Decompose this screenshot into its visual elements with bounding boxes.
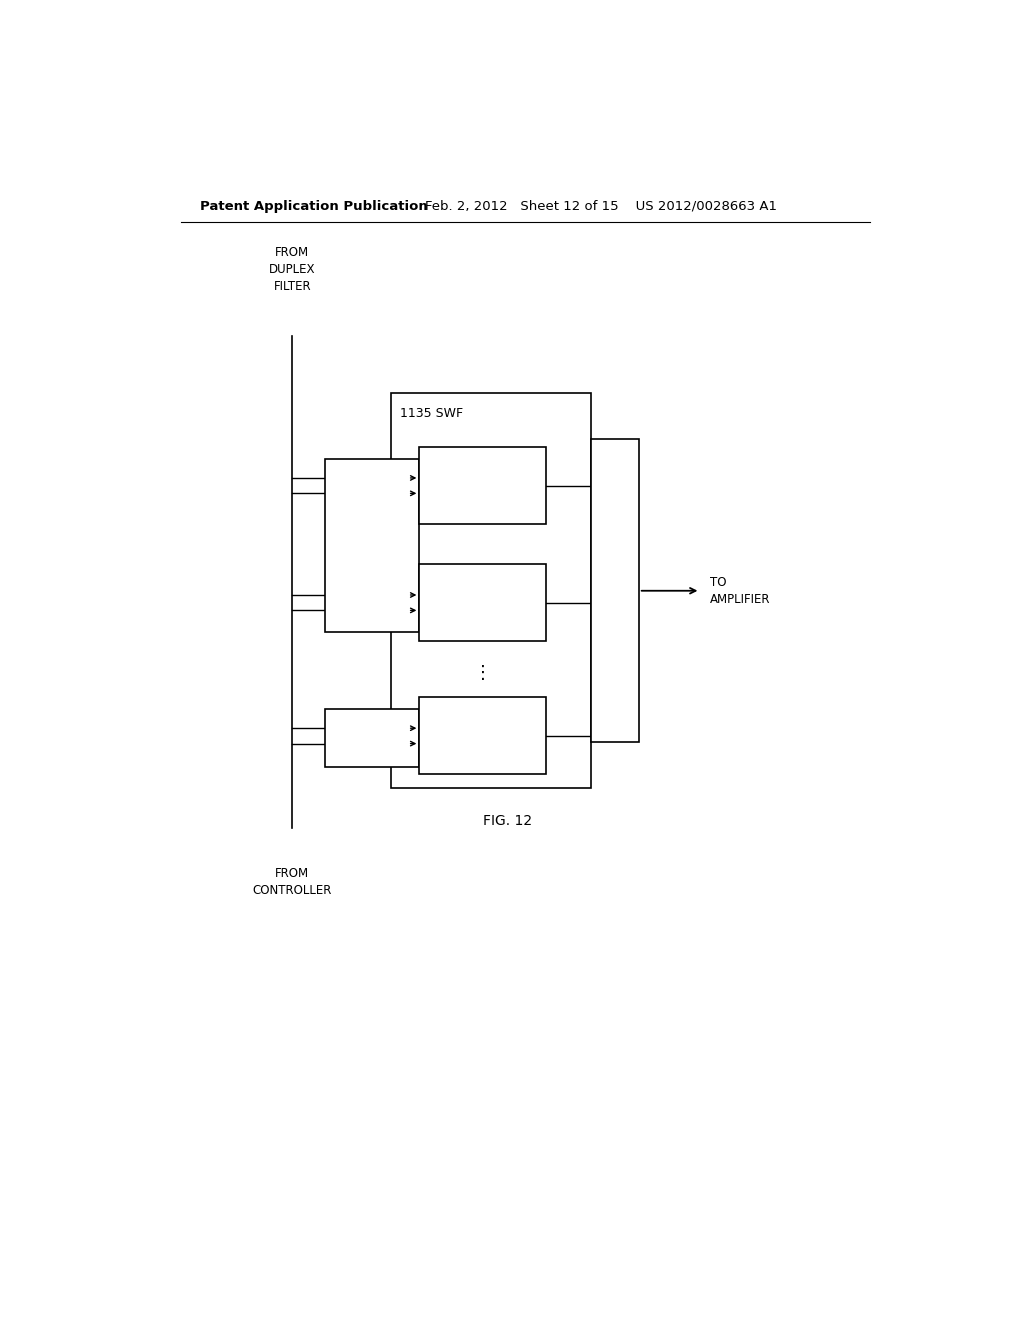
Text: 1135-2: 1135-2 <box>461 597 505 610</box>
Text: FIG. 12: FIG. 12 <box>483 814 532 829</box>
Text: TO
AMPLIFIER: TO AMPLIFIER <box>710 576 770 606</box>
Text: Feb. 2, 2012   Sheet 12 of 15    US 2012/0028663 A1: Feb. 2, 2012 Sheet 12 of 15 US 2012/0028… <box>408 199 777 213</box>
Text: ⋮: ⋮ <box>474 664 492 681</box>
Text: FROM
DUPLEX
FILTER: FROM DUPLEX FILTER <box>269 246 315 293</box>
Bar <box>391 393 591 788</box>
Text: 1135-1: 1135-1 <box>461 479 505 492</box>
Text: Patent Application Publication: Patent Application Publication <box>200 199 428 213</box>
Text: 1132-m: 1132-m <box>459 730 507 742</box>
Bar <box>419 447 547 524</box>
Bar <box>591 440 639 742</box>
Bar <box>419 697 547 775</box>
Bar <box>419 564 547 642</box>
Bar <box>325 709 419 767</box>
Text: FROM
CONTROLLER: FROM CONTROLLER <box>253 867 332 896</box>
Bar <box>325 459 419 632</box>
Text: 1135 SWF: 1135 SWF <box>400 407 463 420</box>
